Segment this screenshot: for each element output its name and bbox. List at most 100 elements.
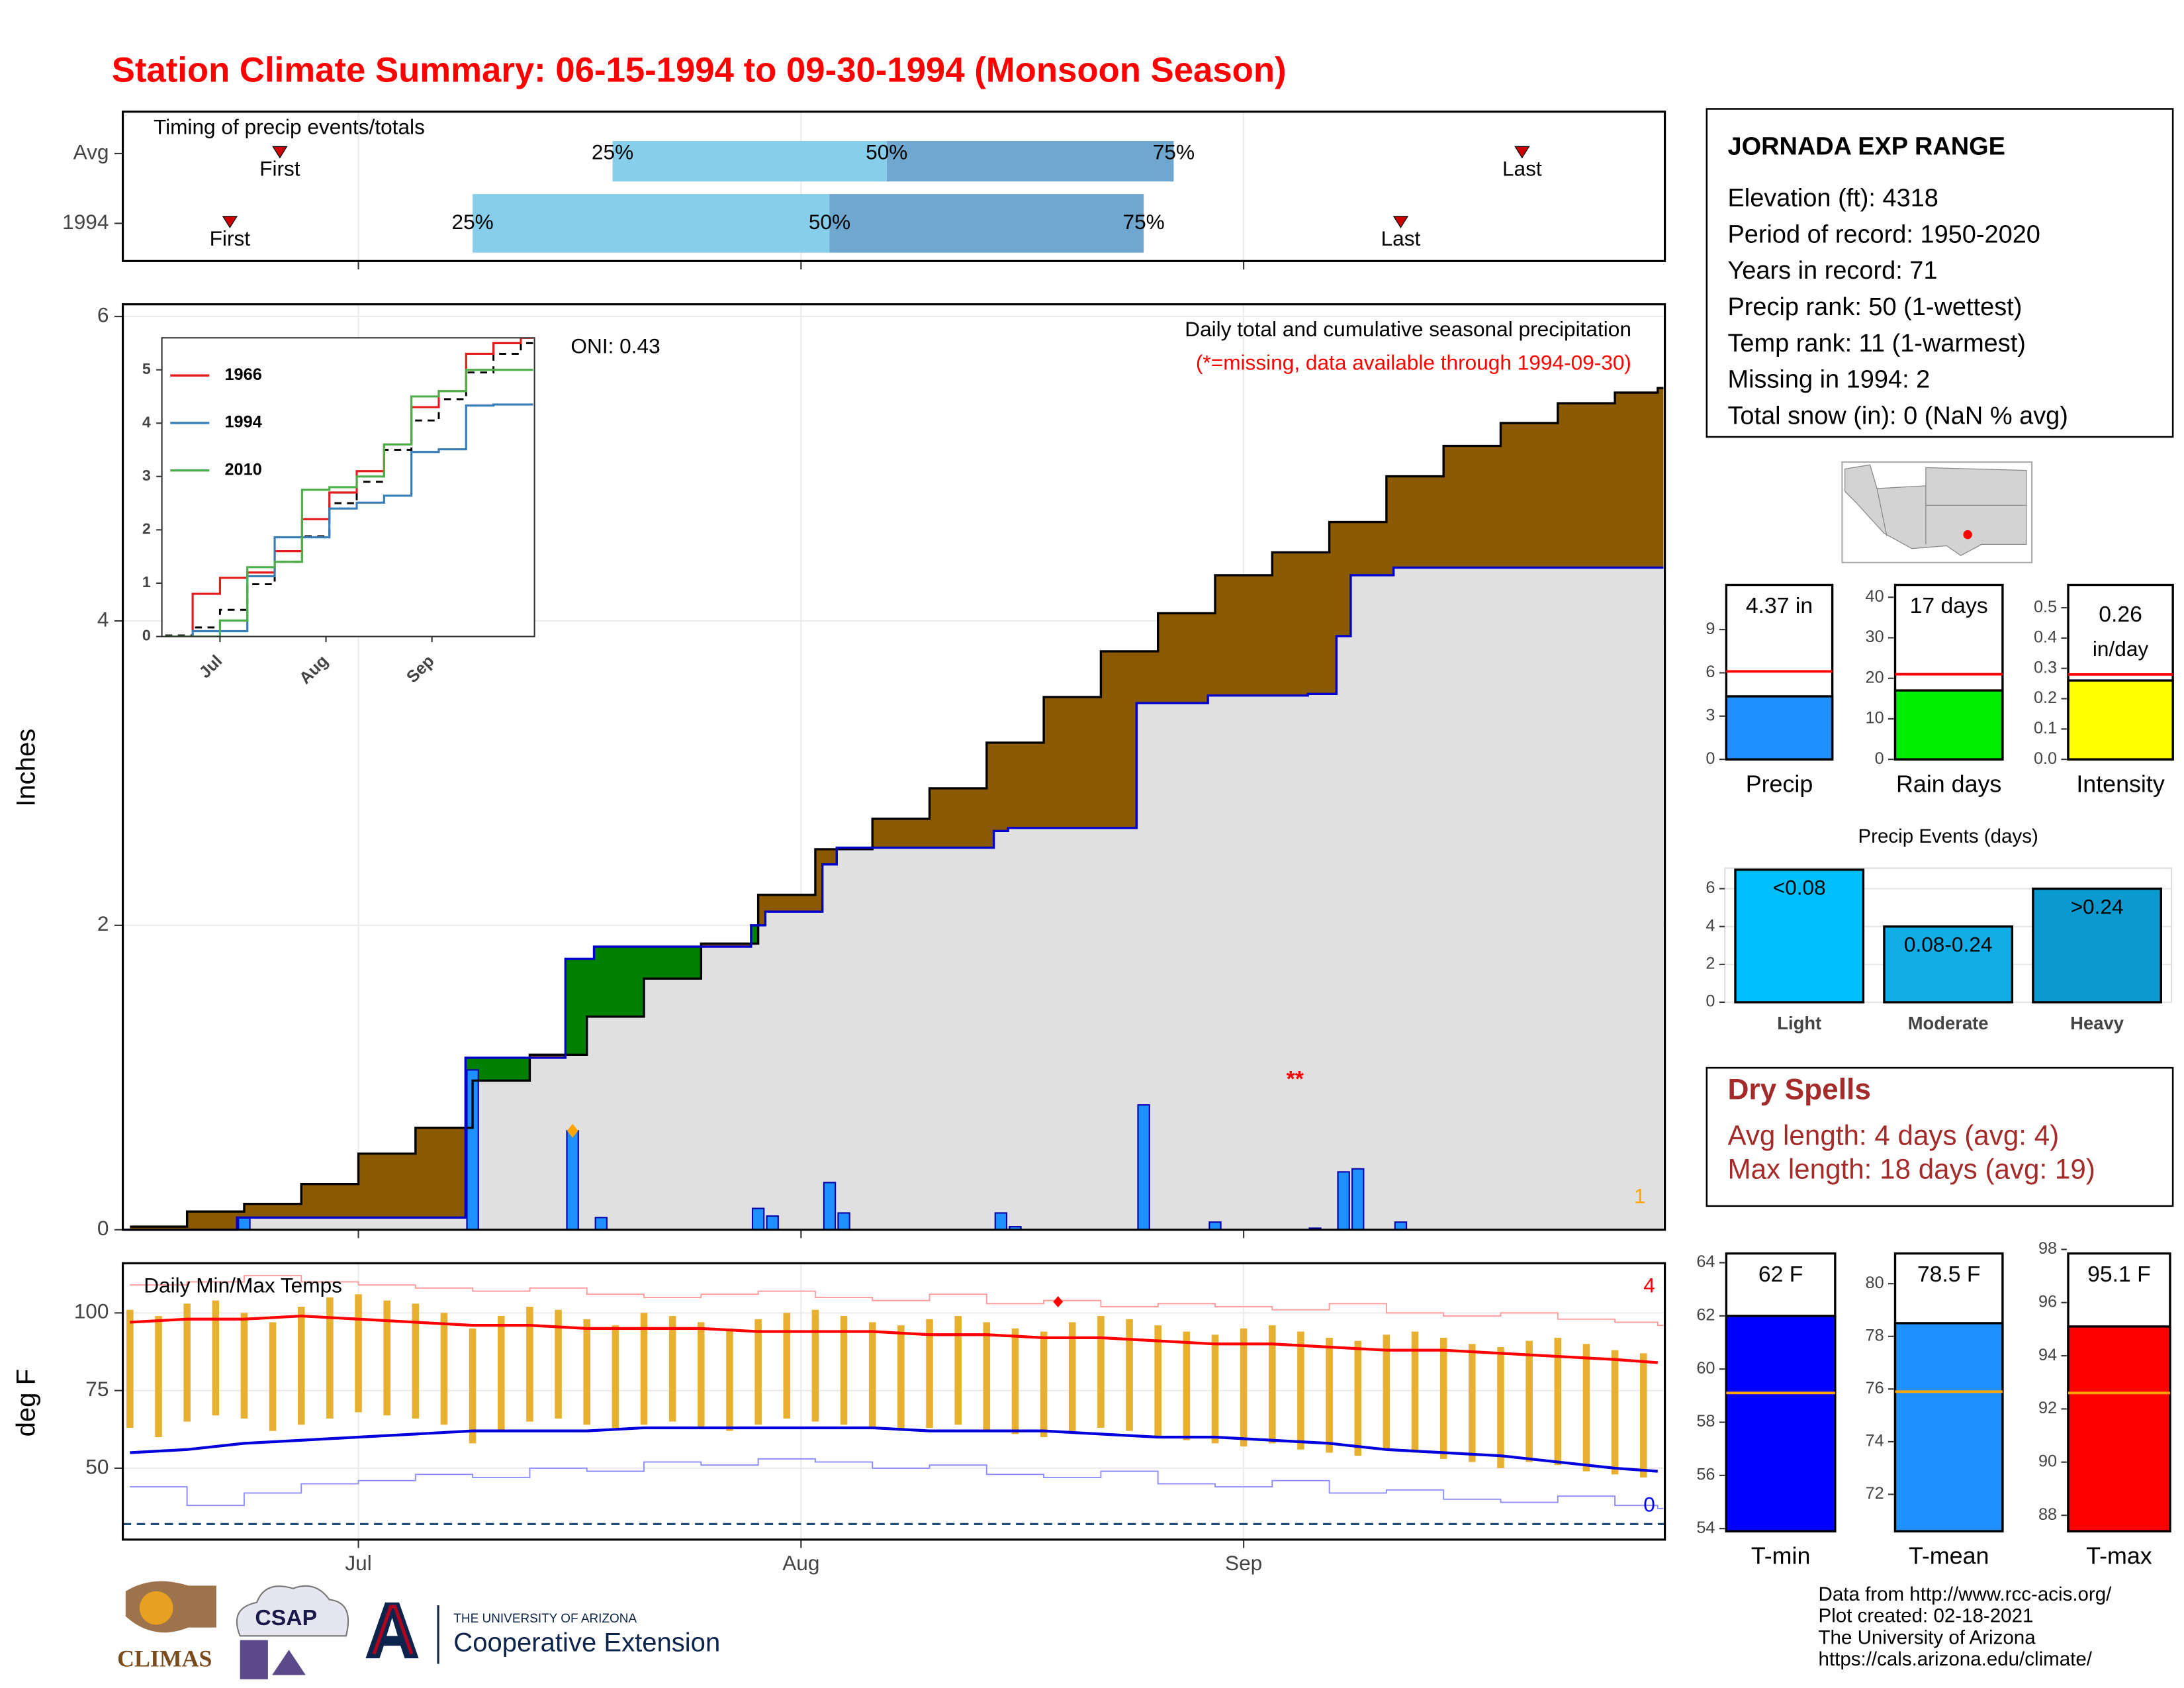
timing-title: Timing of precip events/totals — [154, 115, 425, 138]
temp-range-bar — [840, 1316, 848, 1425]
range-label: >0.24 — [2071, 894, 2124, 918]
y-tick-label: 100 — [74, 1299, 109, 1323]
normal-min-line — [130, 1426, 1658, 1473]
annotation-mark: ** — [1287, 1066, 1304, 1092]
y-tick-label: 88 — [2038, 1505, 2057, 1524]
credit-line: Plot created: 02-18-2021 — [1819, 1605, 2034, 1627]
normal-max-line — [130, 1314, 1658, 1364]
series-line — [165, 403, 533, 637]
y-tick-label: 9 — [1706, 620, 1715, 638]
y-tick-label: 20 — [1866, 668, 1884, 686]
quartile-bar-low — [473, 194, 830, 253]
temp-range-bar — [355, 1294, 362, 1413]
value-label: 95.1 F — [2087, 1262, 2151, 1287]
series-line — [165, 369, 533, 637]
annotation-mark: 1 — [1634, 1184, 1646, 1208]
temps-note: 4 — [1643, 1274, 1655, 1297]
ua-logo-outline — [372, 1605, 414, 1655]
station-location — [1963, 530, 1972, 539]
y-tick-label: 0.1 — [2034, 719, 2057, 737]
bar — [1725, 1315, 1837, 1532]
quartile-label: 75% — [1153, 140, 1195, 164]
y-tick-label: 0.0 — [2034, 749, 2057, 768]
temp-range-bar — [1154, 1325, 1161, 1438]
y-tick-label: 0 — [1706, 992, 1715, 1011]
temp-range-bar — [668, 1316, 676, 1422]
temp-range-bar — [297, 1307, 305, 1425]
y-tick-label: 0 — [1875, 749, 1884, 768]
daily-bar — [751, 1207, 765, 1231]
daily-bar — [1208, 1221, 1222, 1231]
value-label: 4.37 in — [1746, 593, 1813, 618]
y-tick-label: 30 — [1866, 628, 1884, 646]
temp-range-bar — [1411, 1331, 1419, 1453]
station-line: Elevation (ft): 4318 — [1727, 185, 1938, 212]
main-frame — [121, 303, 1666, 1231]
timing-frame — [121, 111, 1666, 262]
temp-range-bar — [383, 1300, 390, 1416]
map-states — [1844, 464, 2027, 556]
y-tick-label: 75 — [85, 1377, 109, 1401]
y-tick-label: 78 — [1866, 1326, 1884, 1344]
event-marker — [272, 146, 288, 159]
bar — [2032, 887, 2162, 1004]
dry-spells-line: Max length: 18 days (avg: 19) — [1727, 1153, 2095, 1184]
x-tick-label: Aug — [782, 1551, 819, 1575]
legend-label: 1966 — [224, 365, 261, 384]
station-line: Precip rank: 50 (1-wettest) — [1727, 293, 2022, 321]
temp-range-bar — [698, 1322, 705, 1428]
temp-range-bar — [1097, 1316, 1105, 1428]
daily-bar — [1337, 1171, 1350, 1231]
temp-range-bar — [1183, 1331, 1191, 1440]
temps-title: Daily Min/Max Temps — [144, 1274, 342, 1297]
y-tick-label: 4 — [97, 607, 109, 631]
temp-range-bar — [498, 1316, 505, 1431]
temp-range-bar — [1040, 1331, 1048, 1438]
category-label: Heavy — [2070, 1013, 2124, 1033]
bar — [1893, 1322, 2004, 1532]
quartile-bar-high — [829, 194, 1144, 253]
quartile-label: 75% — [1122, 210, 1164, 234]
marker-label: First — [210, 226, 251, 250]
y-tick-label: 76 — [1866, 1379, 1884, 1397]
temp-range-bar — [726, 1328, 733, 1431]
range-label: 0.08-0.24 — [1904, 933, 1993, 957]
y-tick-label: 10 — [1866, 709, 1884, 727]
y-axis-label: Inches — [12, 729, 41, 807]
bar — [1734, 868, 1865, 1004]
temp-range-bar — [212, 1300, 220, 1416]
temp-range-bar — [640, 1313, 648, 1425]
value-label: 17 days — [1910, 593, 1988, 618]
y-tick-label: 0 — [97, 1216, 109, 1240]
y-tick-label: 0 — [142, 627, 151, 644]
station-name: JORNADA EXP RANGE — [1727, 133, 2005, 161]
y-tick-label: 64 — [1696, 1252, 1715, 1271]
y-tick-label: 5 — [142, 360, 151, 377]
marker-label: First — [259, 157, 300, 181]
row-label: 1994 — [62, 210, 109, 234]
station-line: Years in record: 71 — [1727, 257, 1937, 285]
temp-range-bar — [926, 1319, 933, 1428]
daily-bar — [1394, 1221, 1408, 1231]
y-tick-label: 92 — [2038, 1399, 2057, 1417]
daily-bar — [594, 1217, 608, 1231]
y-tick-label: 90 — [2038, 1452, 2057, 1470]
y-tick-label: 96 — [2038, 1292, 2057, 1311]
y-axis-label: deg F — [12, 1369, 41, 1436]
climas-text: CLIMAS — [117, 1646, 212, 1672]
record-min-line — [130, 1458, 1664, 1509]
temp-range-bar — [754, 1319, 762, 1425]
y-tick-label: 2 — [97, 912, 109, 935]
dry-spells-box — [1706, 1066, 2174, 1207]
location-map — [1841, 461, 2033, 563]
temp-range-bar — [1126, 1319, 1133, 1431]
temp-range-bar — [868, 1322, 876, 1428]
inset-frame — [161, 337, 535, 637]
temp-range-bar — [469, 1328, 477, 1444]
panel-title: Precip Events (days) — [1858, 825, 2038, 847]
temp-range-bar — [1469, 1344, 1476, 1462]
daily-bar — [1137, 1104, 1150, 1231]
category-label: Moderate — [1908, 1013, 1989, 1033]
chart-title: Daily total and cumulative seasonal prec… — [1185, 317, 1631, 341]
y-tick-label: 98 — [2038, 1239, 2057, 1258]
